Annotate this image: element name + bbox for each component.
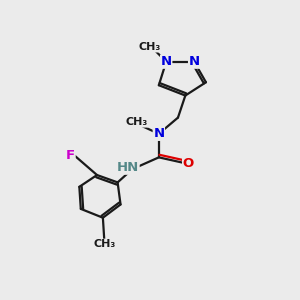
- Text: CH₃: CH₃: [126, 117, 148, 127]
- Text: N: N: [189, 55, 200, 68]
- Text: O: O: [183, 157, 194, 170]
- Text: CH₃: CH₃: [139, 42, 161, 52]
- Text: N: N: [153, 127, 164, 140]
- Text: CH₃: CH₃: [93, 239, 116, 249]
- Text: F: F: [66, 149, 75, 162]
- Text: N: N: [160, 55, 172, 68]
- Text: HN: HN: [117, 161, 139, 174]
